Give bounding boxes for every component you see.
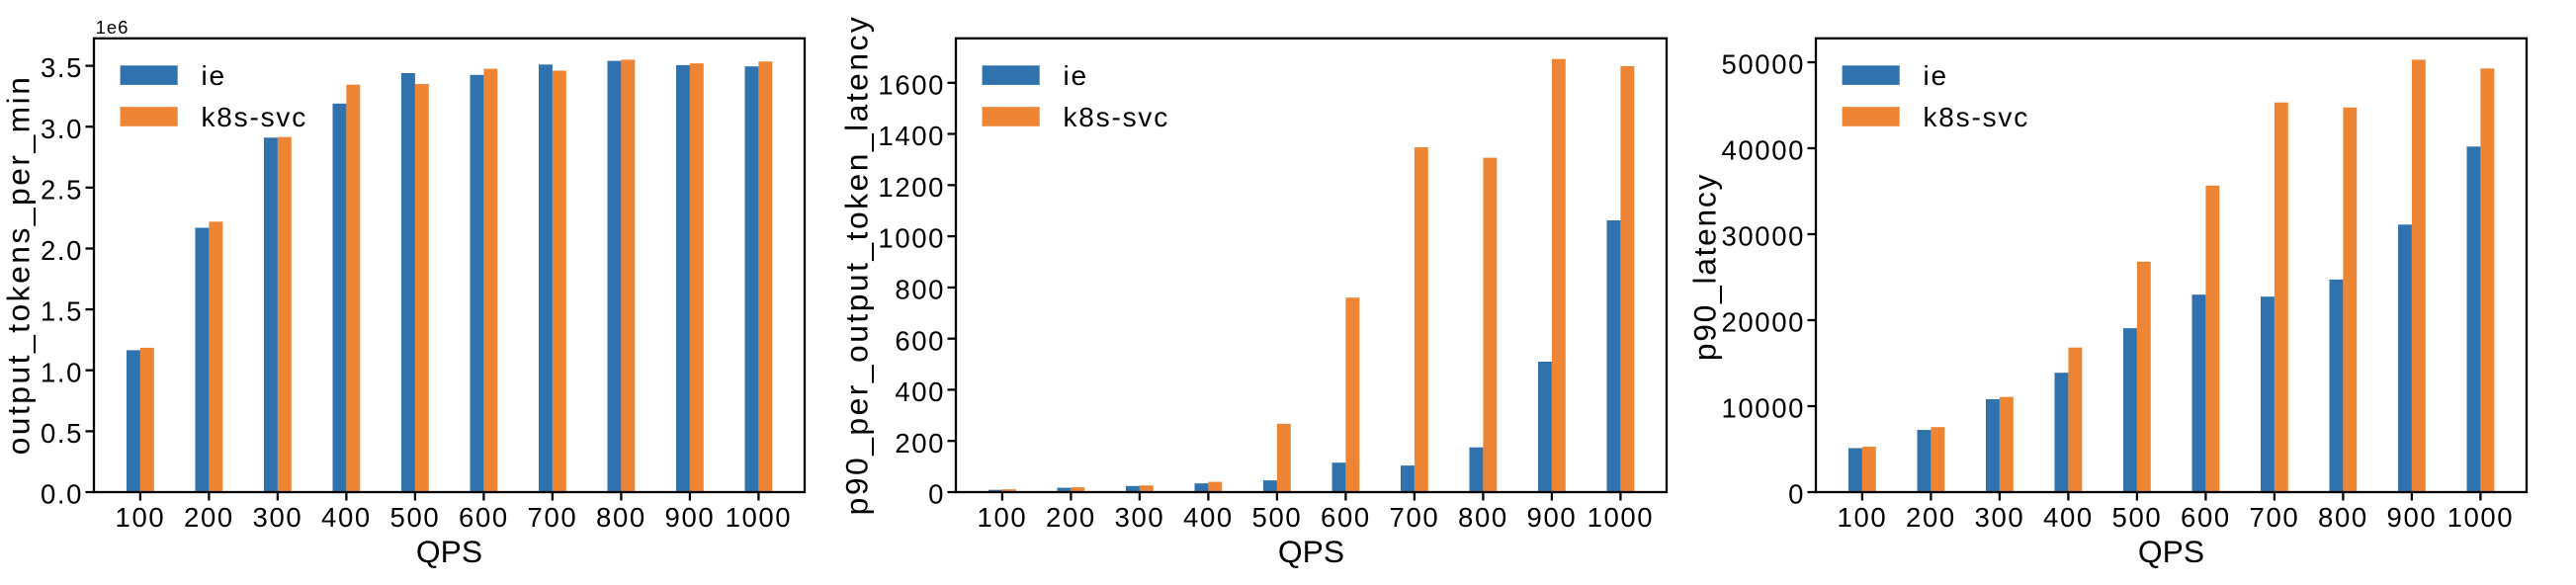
svg-text:2.5: 2.5	[41, 174, 83, 205]
svg-text:200: 200	[895, 428, 945, 459]
svg-text:1000: 1000	[2447, 502, 2515, 533]
svg-text:600: 600	[895, 325, 945, 356]
svg-text:ie: ie	[202, 60, 226, 91]
svg-text:300: 300	[253, 502, 303, 533]
svg-text:30000: 30000	[1722, 221, 1805, 252]
svg-text:1000: 1000	[726, 502, 793, 533]
svg-text:800: 800	[2318, 502, 2368, 533]
svg-text:p90_latency: p90_latency	[1687, 173, 1723, 361]
svg-text:2.0: 2.0	[41, 235, 83, 266]
svg-text:1e6: 1e6	[96, 17, 129, 38]
svg-text:40000: 40000	[1722, 135, 1805, 166]
svg-text:10000: 10000	[1722, 393, 1805, 424]
svg-text:QPS: QPS	[2138, 534, 2204, 569]
svg-text:k8s-svc: k8s-svc	[1924, 102, 2030, 132]
svg-text:QPS: QPS	[1278, 534, 1344, 569]
svg-text:200: 200	[1906, 502, 1956, 533]
svg-text:output_tokens_per_min: output_tokens_per_min	[1, 75, 37, 456]
svg-text:1.5: 1.5	[41, 296, 83, 327]
svg-text:900: 900	[1527, 502, 1578, 533]
svg-text:200: 200	[184, 502, 234, 533]
svg-text:600: 600	[1321, 502, 1371, 533]
svg-text:100: 100	[1838, 502, 1888, 533]
svg-text:50000: 50000	[1722, 49, 1805, 80]
svg-text:1000: 1000	[1588, 502, 1655, 533]
svg-text:100: 100	[978, 502, 1028, 533]
svg-text:ie: ie	[1064, 60, 1088, 91]
svg-text:1600: 1600	[878, 69, 945, 100]
svg-text:800: 800	[1458, 502, 1508, 533]
svg-text:900: 900	[2387, 502, 2438, 533]
svg-text:3.5: 3.5	[41, 52, 83, 83]
svg-text:QPS: QPS	[416, 534, 482, 569]
svg-text:700: 700	[2250, 502, 2300, 533]
svg-text:400: 400	[2043, 502, 2094, 533]
svg-text:900: 900	[665, 502, 716, 533]
svg-text:300: 300	[1115, 502, 1165, 533]
svg-text:100: 100	[116, 502, 166, 533]
svg-text:700: 700	[1390, 502, 1440, 533]
svg-text:1000: 1000	[878, 223, 945, 254]
svg-text:500: 500	[2112, 502, 2163, 533]
svg-text:600: 600	[459, 502, 509, 533]
svg-text:k8s-svc: k8s-svc	[202, 102, 308, 132]
svg-text:800: 800	[895, 275, 945, 305]
svg-text:0: 0	[928, 479, 945, 510]
svg-text:200: 200	[1046, 502, 1096, 533]
svg-text:p90_per_output_token_latency: p90_per_output_token_latency	[839, 15, 875, 516]
svg-text:0: 0	[1788, 479, 1805, 510]
svg-text:1400: 1400	[878, 121, 945, 151]
svg-text:ie: ie	[1924, 60, 1948, 91]
svg-text:0.0: 0.0	[41, 479, 83, 510]
svg-text:1.0: 1.0	[41, 357, 83, 387]
svg-text:1200: 1200	[878, 172, 945, 203]
svg-text:20000: 20000	[1722, 307, 1805, 338]
svg-text:700: 700	[528, 502, 578, 533]
svg-text:600: 600	[2181, 502, 2231, 533]
svg-text:500: 500	[1252, 502, 1303, 533]
svg-text:800: 800	[596, 502, 646, 533]
svg-text:0.5: 0.5	[41, 418, 83, 449]
svg-text:400: 400	[321, 502, 372, 533]
svg-text:k8s-svc: k8s-svc	[1064, 102, 1170, 132]
svg-text:500: 500	[390, 502, 441, 533]
svg-text:3.0: 3.0	[41, 114, 83, 144]
svg-text:300: 300	[1975, 502, 2025, 533]
svg-text:400: 400	[1183, 502, 1234, 533]
svg-text:400: 400	[895, 376, 945, 407]
